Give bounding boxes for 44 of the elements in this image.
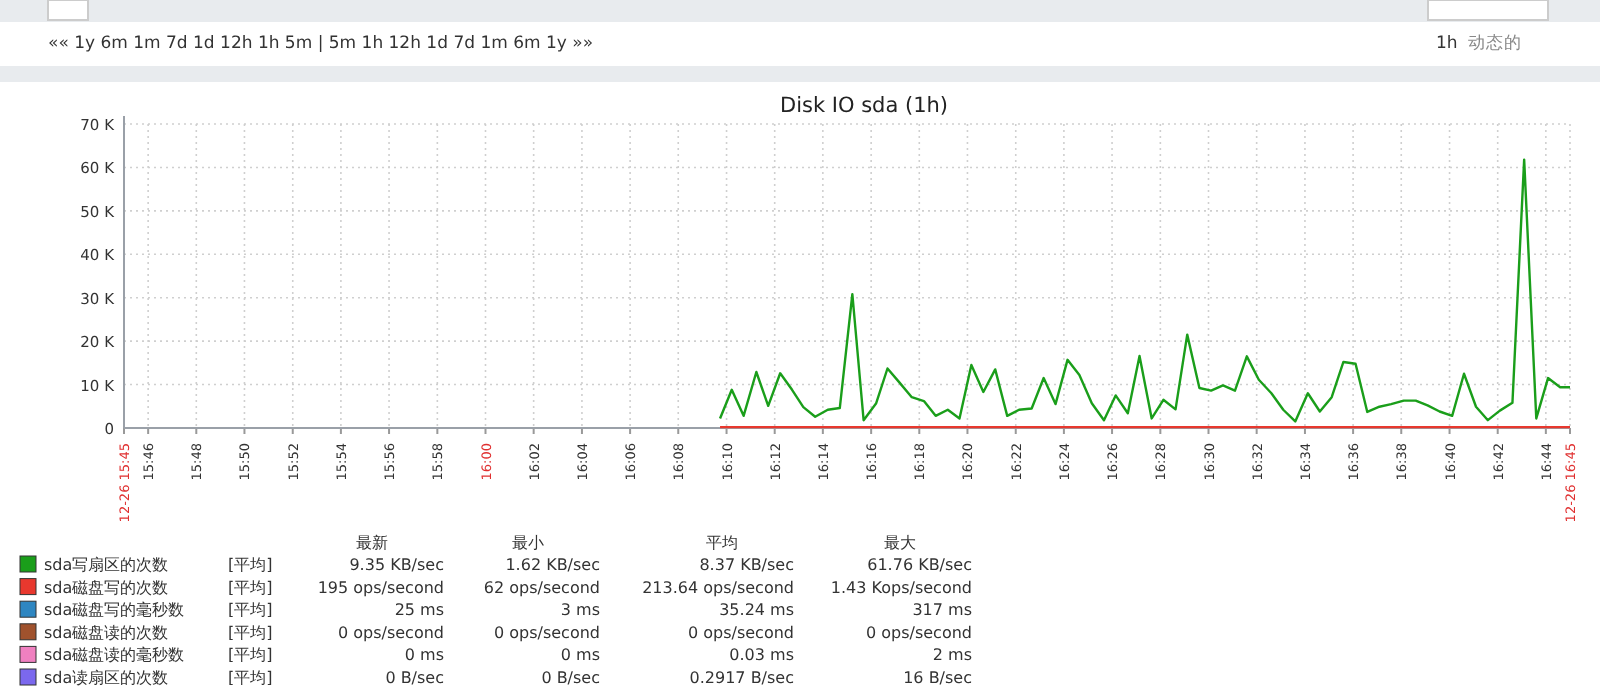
text: 0 ops/second [494,623,600,642]
text: 61.76 KB/sec [867,556,972,574]
text: 0 ms [560,646,600,665]
text: [平均] [228,578,273,597]
legend-label: sda磁盘读的毫秒数 [44,646,185,665]
text: 1h [1436,34,1458,54]
text: 8.37 KB/sec [699,556,794,574]
text: 0 ops/second [688,623,794,642]
text: 317 ms [912,601,972,620]
text: 35.24 ms [719,601,794,620]
text: 0.2917 B/sec [689,669,794,686]
text: 最新 [356,534,388,552]
text: 0 B/sec [385,669,444,686]
text: 平均 [706,534,738,552]
text: 25 ms [394,601,444,620]
text: 195 ops/second [317,578,444,597]
text: [平均] [228,646,273,665]
text: 1.62 KB/sec [505,556,600,574]
text: «« 1y 6m 1m 7d 1d 12h 1h 5m | 5m 1h 12h 1d 7d 1m 6m 1y »» [48,34,594,54]
text: 1.43 Kops/second [830,578,972,597]
text: 最小 [512,534,544,552]
chart-title: Disk IO sda (1h) [779,94,949,118]
legend-label: sda磁盘读的次数 [44,623,169,642]
legend-label: sda写扇区的次数 [44,556,169,574]
text: 3 ms [560,601,600,620]
text: [平均] [228,601,273,620]
text: 0 ops/second [866,623,972,642]
text: 16 B/sec [903,669,972,686]
text: 动态的 [1468,32,1522,54]
text: 0.03 ms [729,646,794,665]
text: [平均] [228,669,273,686]
text: 2 ms [932,646,972,665]
text: 最大 [884,534,916,552]
text: 0 B/sec [541,669,600,686]
legend-label: sda磁盘写的毫秒数 [44,601,185,620]
legend-label: sda读扇区的次数 [44,669,169,686]
legend-label: sda磁盘写的次数 [44,578,169,597]
text: [平均] [228,556,273,574]
text: 0 ops/second [338,623,444,642]
text: 62 ops/second [483,578,600,597]
text: 9.35 KB/sec [349,556,444,574]
text: [平均] [228,623,273,642]
text: 0 ms [404,646,444,665]
text: 213.64 ops/second [642,578,794,597]
